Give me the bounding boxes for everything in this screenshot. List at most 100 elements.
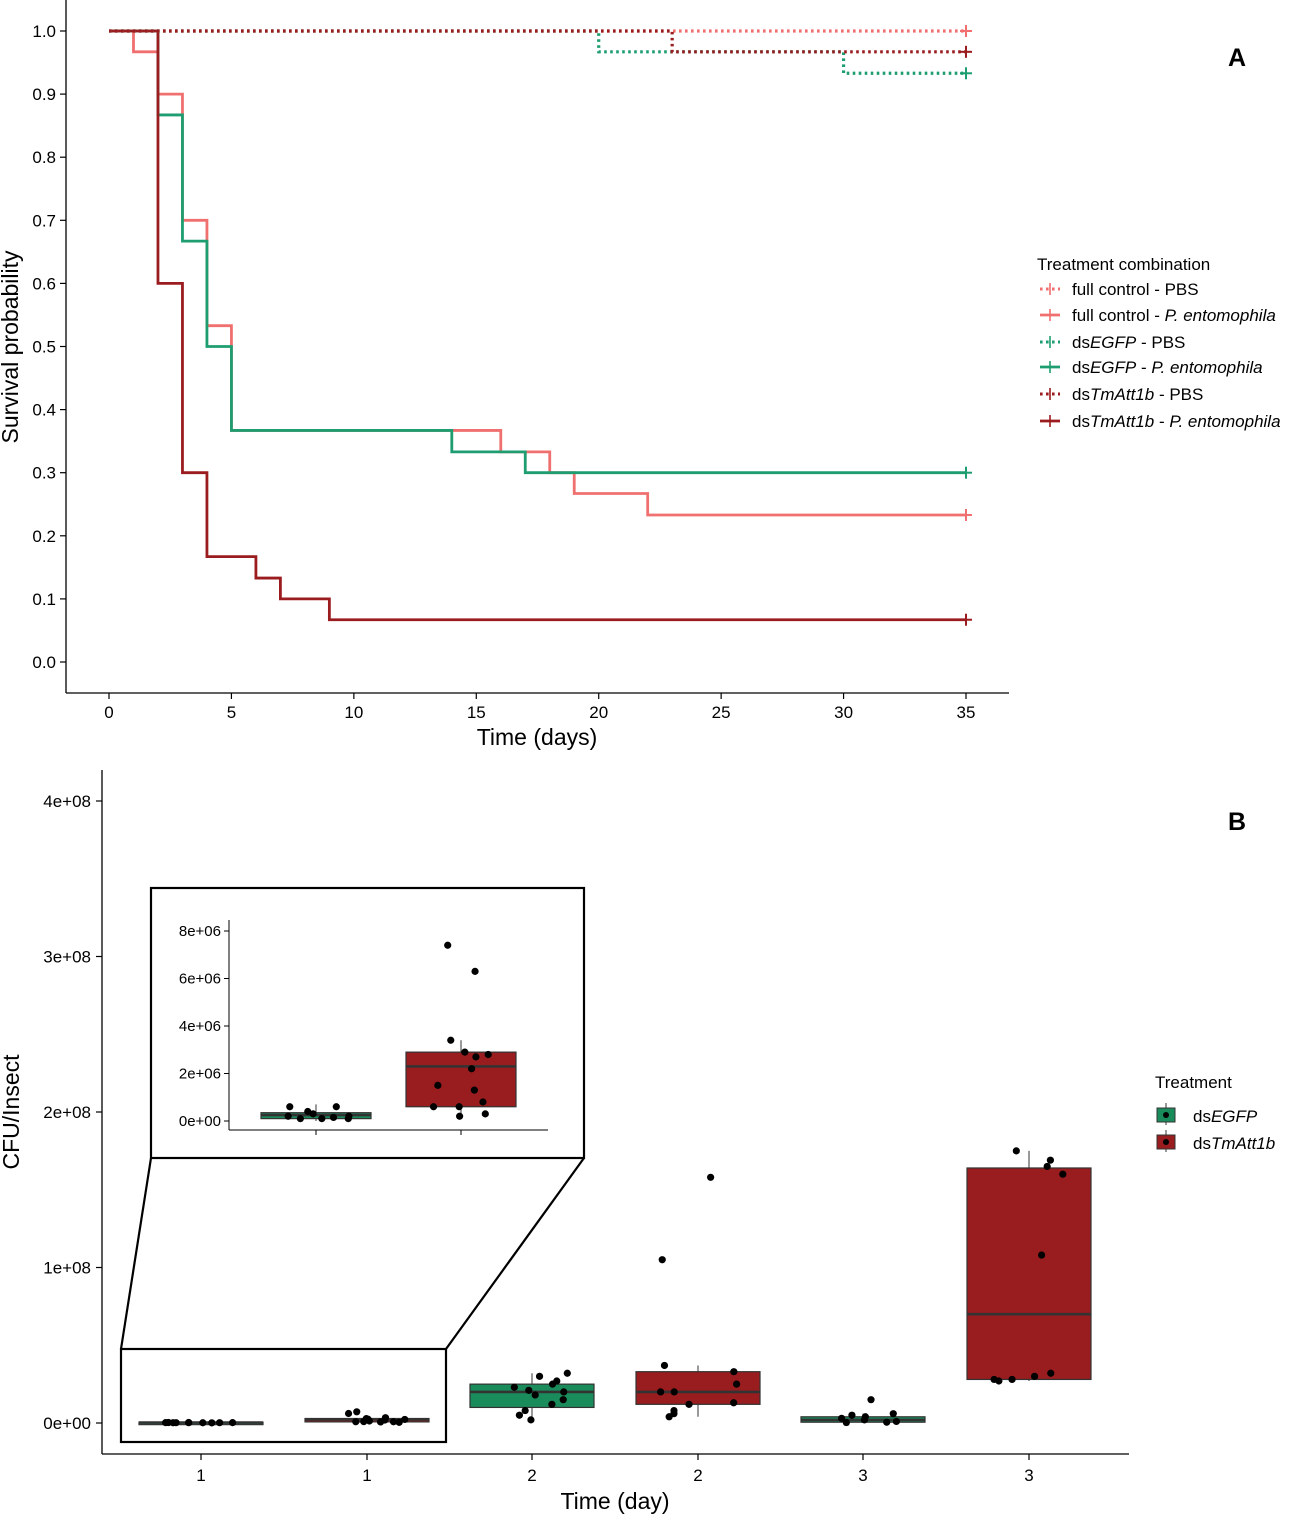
legend-title-b: Treatment — [1155, 1073, 1232, 1092]
legend-label-part: EGFP — [1090, 358, 1137, 377]
legend-label-italic: TmAtt1b — [1211, 1134, 1275, 1153]
y-tick-label-a: 0.1 — [32, 590, 56, 609]
box-1-point — [395, 1418, 403, 1426]
box-2-point — [531, 1391, 539, 1399]
legend-label-part: TmAtt1b — [1090, 412, 1154, 431]
inset-box-1-point — [479, 1098, 487, 1106]
box-3-point — [707, 1173, 715, 1181]
box-1-point — [389, 1418, 398, 1426]
box-3-box — [635, 1371, 761, 1405]
box-3-point — [685, 1400, 693, 1408]
y-tick-label-a: 0.7 — [32, 211, 56, 230]
y-tick-label-a: 0.0 — [32, 653, 56, 672]
box-3-point — [657, 1388, 665, 1396]
x-tick-label-a: 35 — [957, 703, 976, 722]
box-2-point — [510, 1383, 518, 1391]
inset-y-tick-label: 8e+06 — [179, 923, 221, 940]
y-tick-label-a: 1.0 — [32, 22, 56, 41]
box-2-point — [521, 1406, 529, 1415]
legend-label-part: P. entomophila — [1169, 412, 1280, 431]
y-tick-label-b: 1e+08 — [43, 1259, 91, 1278]
box-4-point — [867, 1396, 875, 1404]
legend-label-part: - — [1154, 412, 1169, 431]
box-5-point — [1043, 1162, 1051, 1171]
legend-label-part: TmAtt1b — [1090, 385, 1154, 404]
zoom-region — [119, 1347, 448, 1444]
box-2-point — [527, 1416, 535, 1424]
box-4-point — [892, 1417, 900, 1426]
inset-box-1-point — [444, 941, 452, 949]
inset-box-1-point — [467, 1065, 476, 1073]
inset-box-1-point — [434, 1081, 442, 1089]
legend-label-a-4: dsTmAtt1b - PBS — [1072, 385, 1203, 404]
legend-a: Treatment combination full control - PBS… — [1037, 255, 1281, 431]
box-5-box — [966, 1167, 1092, 1381]
box-2-point — [560, 1388, 568, 1396]
box-3-point — [733, 1380, 741, 1388]
survival-line-5 — [109, 29, 966, 622]
box-5-point — [1037, 1251, 1046, 1259]
box-5-point — [1008, 1375, 1016, 1384]
legend-key-dot-b-0 — [1163, 1112, 1169, 1118]
box-0-point — [199, 1419, 207, 1427]
box-5-point — [995, 1377, 1003, 1385]
inset-box-0-point — [344, 1115, 352, 1123]
x-tick-label-b: 3 — [858, 1466, 867, 1485]
box-5-point — [1012, 1147, 1020, 1155]
box-1-point — [344, 1409, 353, 1418]
box-3-point — [665, 1413, 673, 1421]
box-1-point — [376, 1418, 385, 1426]
x-tick-label-a: 25 — [712, 703, 731, 722]
panel-b-label: B — [1228, 808, 1246, 836]
legend-label-a-1: full control - P. entomophila — [1072, 306, 1276, 325]
box-2-point — [559, 1396, 567, 1404]
inset-box-1-point — [461, 1048, 469, 1056]
x-tick-label-a: 15 — [467, 703, 486, 722]
inset-box-1-point — [484, 1050, 492, 1059]
zoom-callout — [119, 1157, 585, 1444]
inset-box-0-point — [284, 1112, 292, 1120]
box-4-point — [883, 1418, 891, 1426]
y-tick-label-b: 3e+08 — [43, 948, 91, 967]
y-tick-label-a: 0.2 — [32, 527, 56, 546]
legend-label-a-0: full control - PBS — [1072, 280, 1199, 299]
legend-label-part: P. entomophila — [1151, 358, 1262, 377]
y-tick-label-a: 0.5 — [32, 338, 56, 357]
survival-line-4 — [109, 29, 966, 54]
inset-box-1-point — [481, 1110, 489, 1118]
y-tick-label-a: 0.8 — [32, 148, 56, 167]
inset-plot: 0e+00 2e+06 4e+06 6e+06 8e+06 — [149, 886, 586, 1160]
box-2-point — [548, 1400, 556, 1408]
inset-box-0-point — [318, 1115, 326, 1123]
box-3-point — [730, 1368, 738, 1376]
zoom-connector-right — [445, 1157, 585, 1350]
y-tick-label-b: 4e+08 — [43, 792, 91, 811]
y-tick-label-a: 0.4 — [32, 401, 56, 420]
x-tick-label-b: 2 — [693, 1466, 702, 1485]
box-4-point — [848, 1411, 856, 1419]
x-tick-label-a: 30 — [834, 703, 853, 722]
inset-box-1-point — [456, 1112, 464, 1120]
survival-chart: 0.0 0.1 0.2 0.3 0.4 0.5 0.6 0.7 0.8 0.9 1.0 0 5 10 15… — [0, 0, 1281, 750]
legend-title-a: Treatment combination — [1037, 255, 1210, 274]
box-1-point — [352, 1418, 360, 1426]
legend-label-a-3: dsEGFP - P. entomophila — [1072, 358, 1263, 377]
inset-box-1-point — [470, 1086, 478, 1094]
legend-label-part: full control - — [1072, 280, 1165, 299]
legend-label-prefix: ds — [1193, 1134, 1211, 1153]
legend-label-italic: EGFP — [1211, 1107, 1258, 1126]
inset-box-0-point — [309, 1110, 317, 1118]
inset-box-0-point — [286, 1103, 294, 1111]
survival-line-1 — [109, 29, 966, 517]
x-tick-label-a: 5 — [227, 703, 236, 722]
x-axis-title-a: Time (days) — [477, 724, 598, 750]
legend-label-part: - PBS — [1154, 385, 1203, 404]
legend-label-part: EGFP — [1090, 333, 1137, 352]
box-0-point — [169, 1419, 177, 1427]
x-tick-label-a: 0 — [104, 703, 113, 722]
legend-label-part: PBS — [1165, 280, 1199, 299]
box-5-point — [1047, 1369, 1055, 1377]
y-tick-label-a: 0.6 — [32, 274, 56, 293]
box-3-point — [660, 1361, 669, 1370]
